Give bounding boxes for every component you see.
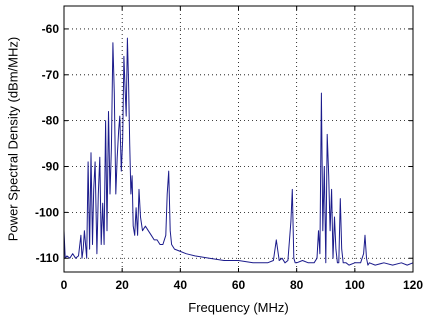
- x-tick-label: 60: [232, 278, 246, 292]
- x-tick-label: 20: [115, 278, 129, 292]
- y-tick-label: -60: [42, 22, 60, 36]
- y-axis-label: Power Spectral Density (dBm/MHz): [5, 37, 20, 241]
- tick-marks: [63, 6, 414, 272]
- y-tick-label: -80: [42, 114, 60, 128]
- y-tick-labels: -110 -100 -90 -80 -70 -60: [35, 22, 59, 265]
- x-tick-label: 0: [61, 278, 68, 292]
- x-axis-label: Frequency (MHz): [188, 300, 288, 315]
- psd-series-line: [63, 37, 414, 266]
- x-tick-label: 100: [345, 278, 365, 292]
- grid: [64, 6, 413, 272]
- x-tick-label: 40: [174, 278, 188, 292]
- y-tick-label: -70: [42, 68, 60, 82]
- x-tick-label: 120: [403, 278, 423, 292]
- x-tick-labels: 0 20 40 60 80 100 120: [61, 278, 424, 292]
- plot-area: [63, 37, 414, 266]
- y-tick-label: -110: [36, 251, 60, 265]
- x-tick-label: 80: [290, 278, 304, 292]
- y-tick-label: -100: [35, 205, 59, 219]
- y-tick-label: -90: [42, 160, 60, 174]
